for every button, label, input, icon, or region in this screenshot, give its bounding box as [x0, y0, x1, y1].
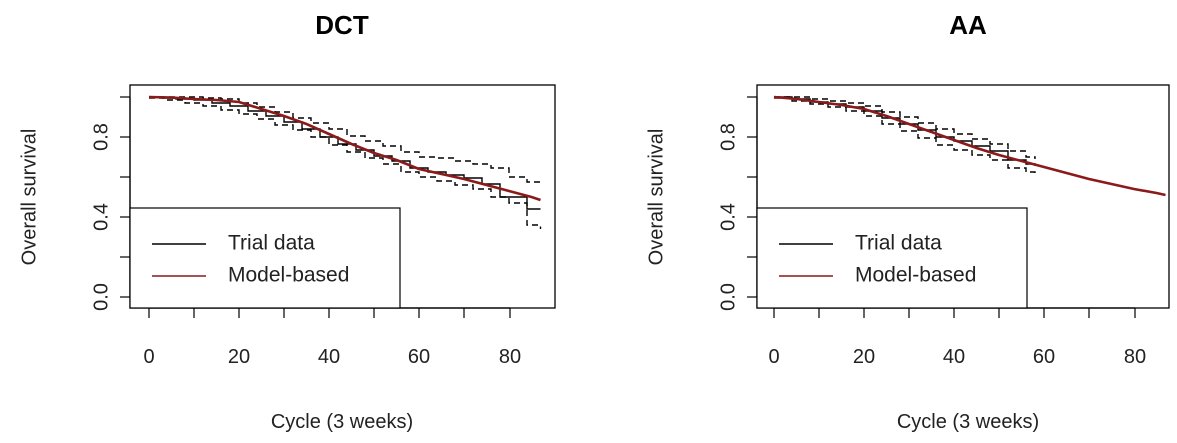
panel-dct: DCT 0.0 0.4 0.8 0 20 40 60 80 Cycle (3 w… — [18, 10, 556, 433]
legend-label: Trial data — [228, 232, 315, 255]
trial-data-line — [149, 96, 541, 210]
series-layer — [148, 95, 542, 229]
x-tick-label: 80 — [499, 346, 521, 368]
legend: Trial data Model-based — [756, 207, 1028, 309]
x-tick-label: 0 — [143, 346, 154, 368]
x-tick-label: 40 — [943, 346, 965, 368]
confidence-band-line — [774, 96, 1036, 159]
x-tick-label: 20 — [228, 346, 250, 368]
x-axis-label: Cycle (3 weeks) — [271, 411, 413, 433]
model-based-line — [148, 95, 541, 202]
y-axis-label: Overall survival — [18, 129, 40, 266]
y-tick-label: 0.8 — [90, 123, 112, 151]
x-tick-label: 60 — [408, 346, 430, 368]
legend-box — [756, 207, 1028, 309]
y-tick-label: 0.0 — [717, 283, 739, 311]
chart-title: DCT — [315, 10, 369, 40]
legend-label: Model-based — [228, 264, 349, 287]
chart-title: AA — [949, 10, 987, 40]
panel-aa: AA 0.0 0.4 0.8 0 20 40 60 80 Cycle (3 we… — [645, 10, 1170, 433]
x-tick-label: 60 — [1033, 346, 1055, 368]
model-based-line — [773, 95, 1166, 197]
legend-label: Model-based — [855, 264, 976, 287]
x-tick-label: 20 — [853, 346, 875, 368]
y-tick-label: 0.4 — [90, 203, 112, 231]
series-layer — [773, 95, 1166, 197]
x-axis-label: Cycle (3 weeks) — [897, 411, 1039, 433]
x-tick-label: 40 — [318, 346, 340, 368]
y-tick-label: 0.8 — [717, 123, 739, 151]
y-tick-label: 0.4 — [717, 203, 739, 231]
legend: Trial data Model-based — [129, 207, 401, 309]
x-tick-label: 80 — [1124, 346, 1146, 368]
confidence-band-line — [774, 97, 1036, 174]
y-axis-label: Overall survival — [645, 129, 667, 266]
confidence-band-line — [149, 97, 542, 229]
confidence-band-line — [149, 96, 542, 184]
legend-label: Trial data — [855, 232, 942, 255]
y-tick-label: 0.0 — [90, 283, 112, 311]
legend-box — [129, 207, 401, 309]
x-tick-label: 0 — [768, 346, 779, 368]
